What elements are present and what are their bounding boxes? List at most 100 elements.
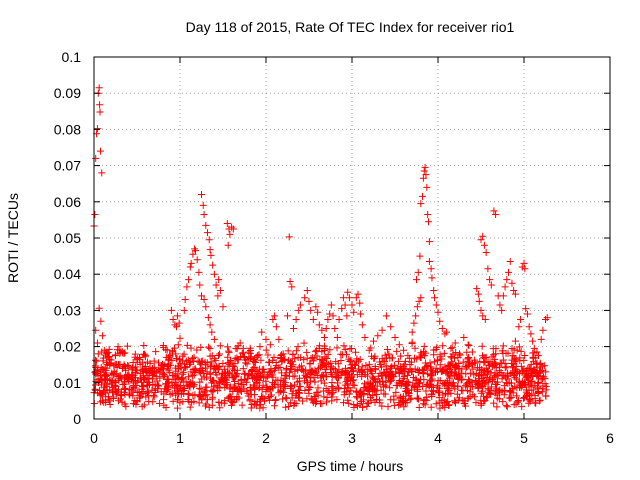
data-point [248,367,256,375]
data-point [446,380,454,388]
data-point [327,368,335,376]
data-point [501,283,509,291]
data-point [202,221,210,229]
data-point [231,360,239,368]
data-point [227,357,235,365]
data-point [542,382,550,390]
data-point [320,361,328,369]
data-point [333,396,341,404]
data-point [421,396,429,404]
data-point [393,347,401,355]
data-point [290,325,298,332]
data-point [447,344,455,352]
data-point [427,391,435,399]
data-point [164,386,172,394]
data-point [524,376,532,384]
data-point [314,388,322,396]
data-point [459,358,467,366]
data-point [506,258,514,266]
data-point [189,379,197,387]
data-point [442,368,450,376]
data-point [266,341,274,349]
data-point [216,350,224,358]
data-point [443,328,451,336]
data-point [350,376,358,384]
data-point [490,399,498,407]
data-point [197,343,205,351]
data-point [246,344,254,352]
data-point [345,390,353,398]
data-point [201,387,209,395]
data-point [333,344,341,352]
data-point [520,356,528,364]
data-point [269,315,277,323]
data-point [320,334,328,342]
data-point [281,384,289,392]
data-point [521,265,529,273]
data-point [286,277,294,285]
data-point [284,347,292,355]
y-tick-label: 0.05 [54,230,81,246]
data-point [403,372,411,380]
data-point [314,371,322,379]
data-point [386,384,394,392]
data-point [180,360,188,368]
data-point [294,343,302,351]
data-point [298,362,306,370]
data-point [447,358,455,366]
data-point [91,210,99,218]
data-point [206,344,214,352]
data-point [96,101,104,109]
data-point [408,328,416,336]
data-point [214,364,222,372]
data-point [122,402,130,410]
data-point [133,366,141,374]
x-axis-label: GPS time / hours [297,458,404,474]
data-point [219,377,227,385]
data-point [256,343,264,351]
data-point [412,375,420,383]
data-point [474,290,482,298]
data-point [371,398,379,406]
data-point [427,372,435,380]
data-point [382,362,390,370]
data-point [447,389,455,397]
data-point [368,370,376,378]
data-point [186,403,194,411]
data-point [401,387,409,395]
data-point [199,201,207,209]
data-point [279,350,287,358]
data-point [224,241,232,249]
data-point [229,225,237,233]
data-point [397,393,405,401]
data-point [299,367,307,375]
data-point [451,339,459,347]
data-point [349,367,357,375]
data-point [278,369,286,377]
data-point [504,379,512,387]
data-point [539,384,547,392]
data-point [124,375,132,383]
data-point [331,372,339,380]
data-point [93,125,101,133]
data-point [306,383,314,391]
data-point [191,365,199,373]
data-point [92,326,100,334]
data-point [155,359,162,367]
data-point [502,363,510,371]
data-point [303,348,311,356]
x-tick-label: 5 [520,430,528,446]
data-point [238,349,246,357]
data-point [417,294,425,302]
data-point [205,236,213,244]
data-point [108,369,116,377]
data-point [440,396,448,404]
data-point [364,387,372,395]
data-point [528,378,536,386]
data-point [313,352,321,360]
data-point [161,371,169,379]
data-point [292,315,300,323]
data-point [294,366,302,374]
data-point [109,371,117,379]
data-point [460,334,468,342]
